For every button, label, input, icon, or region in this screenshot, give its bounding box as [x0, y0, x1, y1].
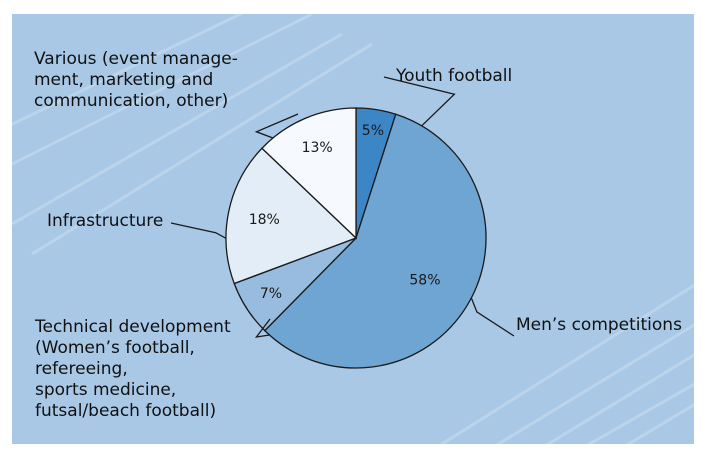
- pie-chart: 5% 58% 7% 18% 13%: [12, 14, 694, 444]
- slice-label-technical-development: Technical development (Women’s football,…: [35, 317, 231, 421]
- percent-label-various: 13%: [302, 140, 333, 156]
- leader-line-mens-competitions: [470, 297, 515, 337]
- leader-lines: [170, 76, 515, 338]
- percent-label-infrastructure: 18%: [249, 212, 280, 228]
- percent-labels: 5% 58% 7% 18% 13%: [249, 123, 441, 302]
- pie-slice-infrastructure: [225, 147, 358, 285]
- pie-slice-various: [261, 107, 357, 240]
- pie-slice-mens-competitions: [263, 113, 487, 369]
- percent-label-youth-football: 5%: [362, 123, 384, 139]
- leader-line-various: [254, 113, 299, 139]
- percent-label-technical-development: 7%: [260, 286, 282, 302]
- slice-label-various: Various (event manage- ment, marketing a…: [34, 49, 238, 111]
- leader-line-technical-development: [254, 318, 271, 338]
- percent-label-mens-competitions: 58%: [409, 273, 440, 289]
- slice-label-youth-football: Youth football: [396, 66, 513, 86]
- background-streaks: [12, 14, 694, 444]
- slice-label-mens-competitions: Men’s competitions: [516, 315, 682, 335]
- leader-line-youth-football: [383, 76, 456, 127]
- leader-line-infrastructure: [170, 222, 227, 239]
- pie-slices: [225, 107, 487, 369]
- chart-panel: 5% 58% 7% 18% 13% Youth football Men’s compe…: [12, 14, 694, 444]
- slice-label-infrastructure: Infrastructure: [47, 211, 164, 231]
